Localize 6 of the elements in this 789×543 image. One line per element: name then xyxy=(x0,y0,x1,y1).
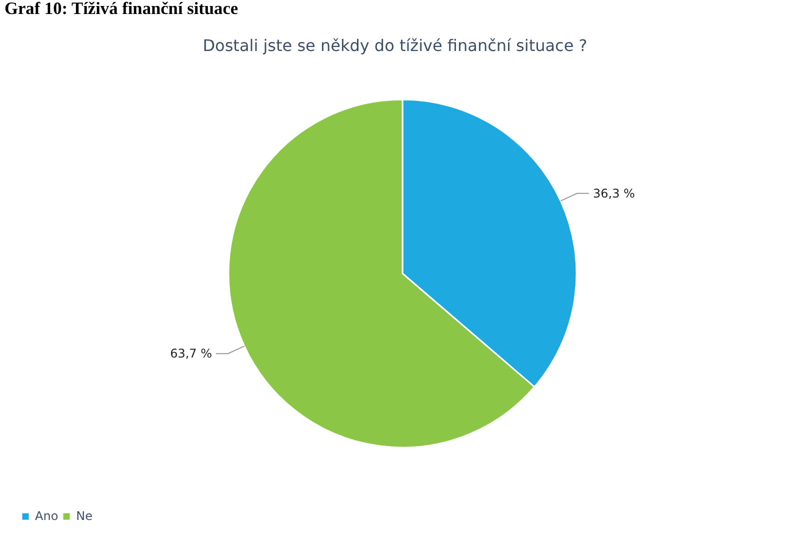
chart-title: Dostali jste se někdy do tíživé finanční situace ? xyxy=(202,36,588,55)
legend-label: Ne xyxy=(76,509,94,523)
data-label: 63,7 % xyxy=(170,346,212,361)
data-label: 36,3 % xyxy=(592,186,635,200)
legend-label: Ano xyxy=(35,509,58,523)
text: Graf 10: Tíživá finanční situace xyxy=(4,0,238,18)
